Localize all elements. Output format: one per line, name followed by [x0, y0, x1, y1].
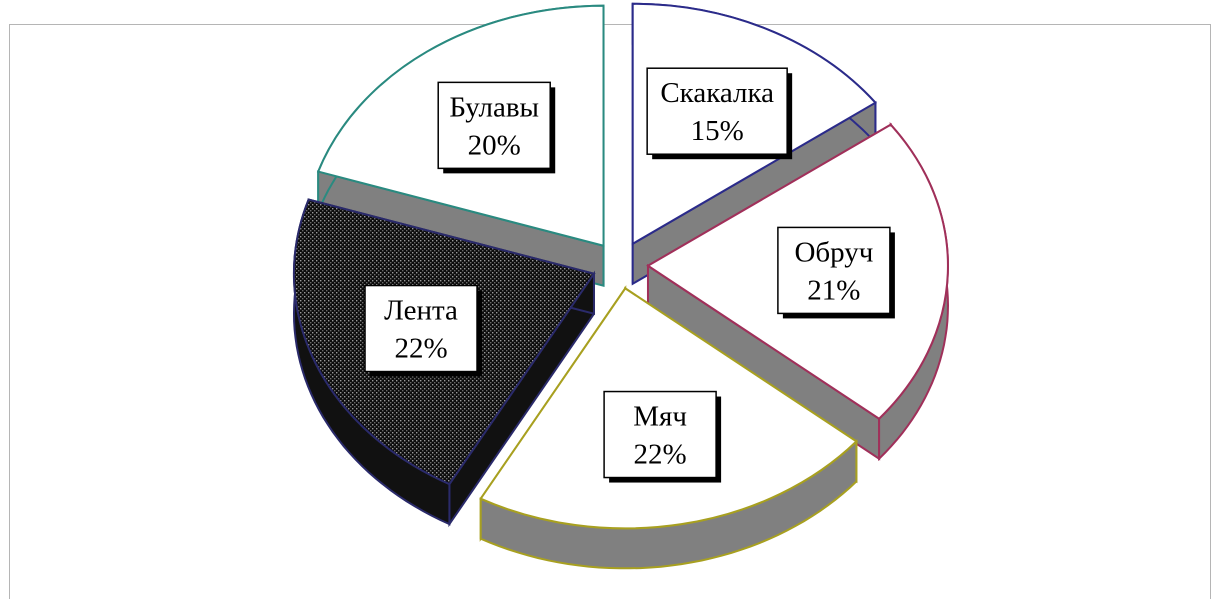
slice-category-label: Мяч	[633, 401, 687, 433]
slice-value-label: 20%	[468, 129, 521, 161]
slice-value-label: 15%	[691, 115, 744, 147]
pie-label-4: Лента 22%	[364, 284, 483, 377]
label-box	[646, 67, 788, 155]
slice-value-label: 22%	[634, 439, 687, 471]
pie-label-5: Булавы 20%	[437, 81, 556, 174]
slice-value-label: 21%	[807, 274, 860, 306]
slice-category-label: Скакалка	[660, 77, 774, 109]
label-box	[777, 226, 891, 315]
pie-label-2: Обруч 21%	[777, 226, 895, 319]
pie-slices	[292, 2, 950, 570]
pie-labels: Скакалка 15% Обруч 21% Мяч 22% Лента 22% Булавы 2…	[364, 67, 895, 483]
label-box	[437, 81, 551, 170]
pie-label-3: Мяч 22%	[603, 390, 722, 483]
slice-value-label: 22%	[394, 333, 447, 365]
pie-label-1: Скакалка 15%	[646, 67, 793, 160]
slice-category-label: Булавы	[449, 91, 539, 123]
slice-category-label: Лента	[384, 295, 458, 327]
label-box	[364, 284, 478, 373]
slice-category-label: Обруч	[794, 236, 873, 268]
label-box	[603, 390, 717, 479]
